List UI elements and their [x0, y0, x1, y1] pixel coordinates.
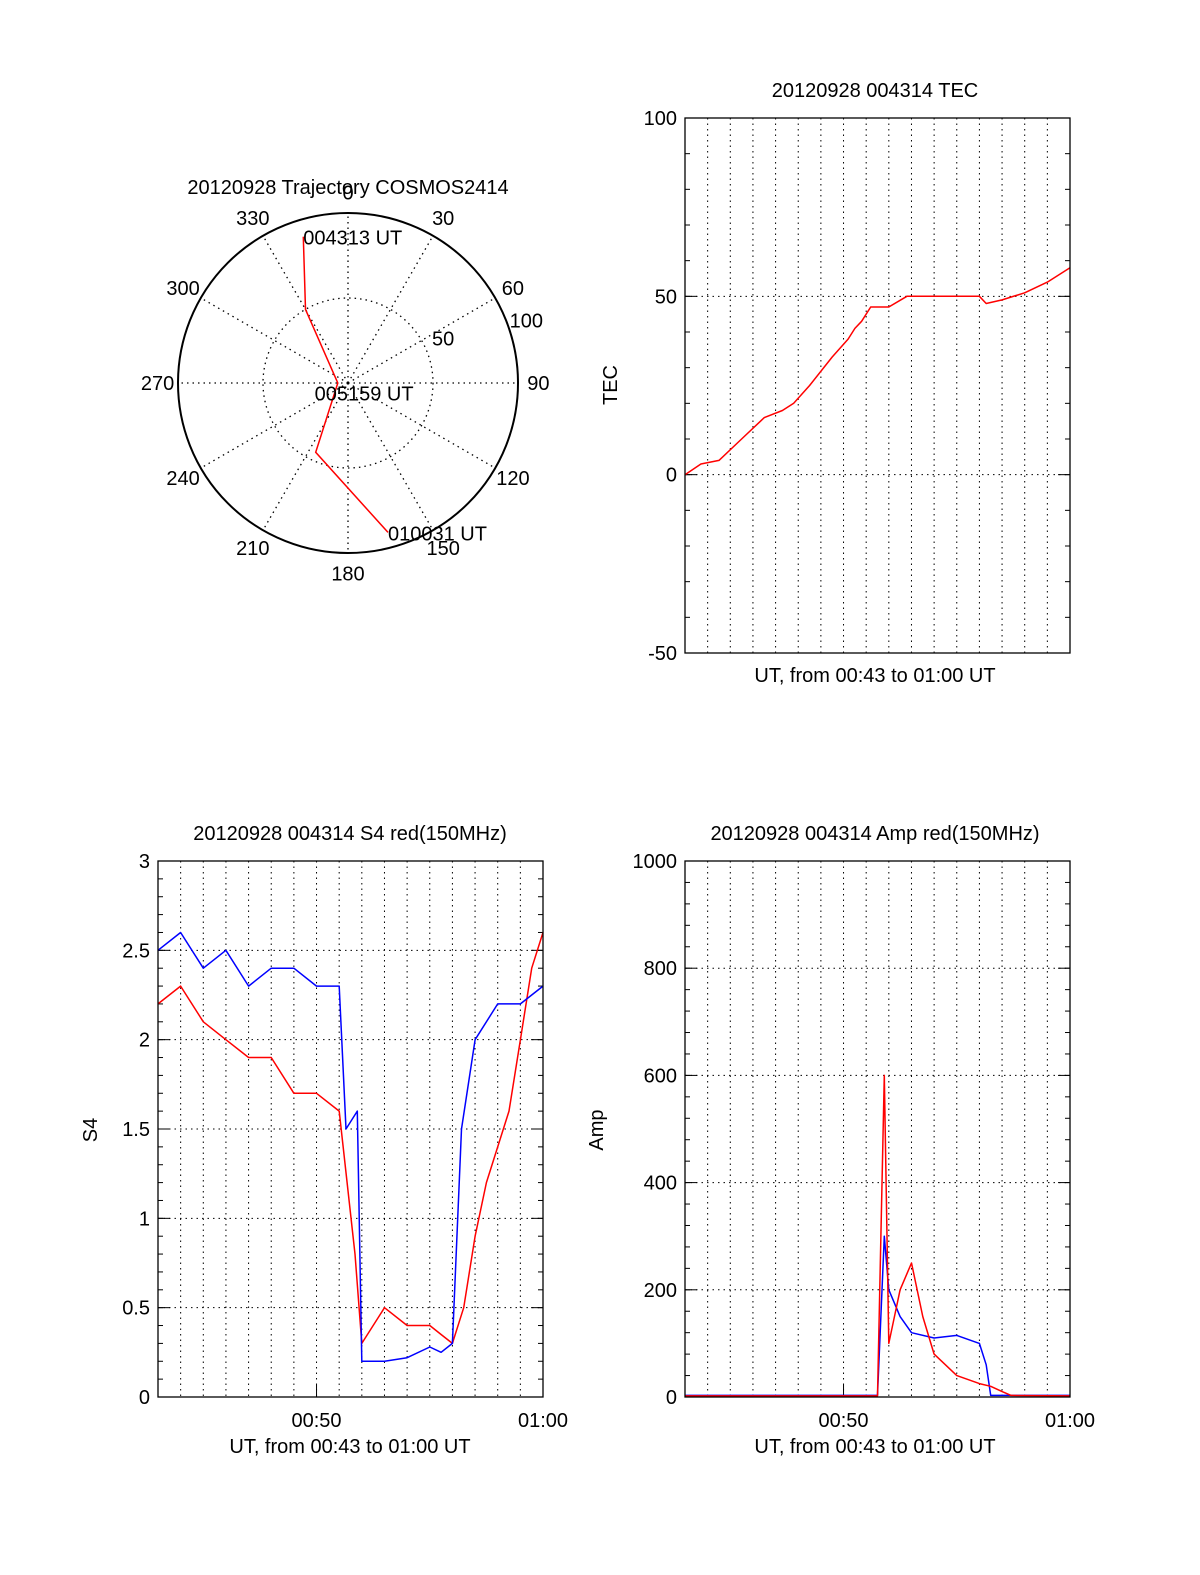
- tec-xlabel: UT, from 00:43 to 01:00 UT: [754, 665, 995, 687]
- y-tick-label: 400: [644, 1173, 677, 1195]
- polar-azimuth-label: 240: [166, 468, 199, 490]
- s4-xlabel: UT, from 00:43 to 01:00 UT: [229, 1436, 470, 1458]
- s4-title: 20120928 004314 S4 red(150MHz): [193, 823, 507, 845]
- y-tick-label: 0: [666, 1387, 677, 1409]
- x-tick-label: 00:50: [291, 1410, 341, 1432]
- trajectory-time-label: 010031 UT: [388, 523, 487, 545]
- polar-azimuth-label: 330: [236, 208, 269, 230]
- tec-panel: 20120928 004314 TEC -50 0 50 100 UT, from 0…: [600, 80, 1071, 687]
- y-tick-label: 0.5: [122, 1298, 150, 1320]
- amp-xlabel: UT, from 00:43 to 01:00 UT: [754, 1436, 995, 1458]
- polar-spoke: [200, 382, 349, 469]
- y-tick-label: 2: [139, 1030, 150, 1052]
- plot-frame: [684, 860, 1071, 1398]
- polar-spoke: [347, 235, 434, 384]
- polar-title: 20120928 Trajectory COSMOS2414: [187, 177, 508, 199]
- polar-azimuth-label: 0: [342, 183, 353, 205]
- polar-azimuth-label: 210: [236, 538, 269, 560]
- polar-spoke: [262, 382, 349, 531]
- trajectory-line: [302, 236, 389, 533]
- series-line: [685, 1074, 1071, 1397]
- polar-outer-ring: [177, 212, 519, 554]
- series-line: [685, 1235, 1070, 1397]
- series-line: [157, 931, 544, 1363]
- polar-azimuth-label: 90: [527, 373, 549, 395]
- polar-spoke: [347, 382, 434, 531]
- amp-title: 20120928 004314 Amp red(150MHz): [710, 823, 1039, 845]
- y-tick-label: 600: [644, 1065, 677, 1087]
- y-tick-label: 3: [139, 851, 150, 873]
- polar-azimuth-label: 30: [432, 208, 454, 230]
- polar-azimuth-label: 150: [427, 538, 460, 560]
- polar-spoke: [200, 297, 349, 384]
- y-tick-label: 0: [666, 465, 677, 487]
- y-tick-label: 800: [644, 958, 677, 980]
- y-tick-label: 1000: [633, 851, 678, 873]
- polar-ring: [262, 297, 434, 469]
- polar-radial-label: 50: [432, 328, 454, 350]
- tec-ylabel: TEC: [600, 365, 622, 405]
- x-tick-label: 01:00: [1045, 1410, 1095, 1432]
- plot-frame: [157, 860, 544, 1398]
- y-tick-label: 100: [644, 108, 677, 130]
- trajectory-polar-panel: 20120928 Trajectory COSMOS2414 0 30 60 90 12…: [141, 177, 550, 585]
- trajectory-time-label: 005159 UT: [315, 384, 414, 406]
- y-tick-label: 1.5: [122, 1119, 150, 1141]
- polar-azimuth-label: 270: [141, 373, 174, 395]
- tec-title: 20120928 004314 TEC: [772, 80, 978, 102]
- polar-radial-label: 100: [510, 311, 543, 333]
- series-line: [684, 267, 1071, 476]
- polar-azimuth-label: 300: [166, 278, 199, 300]
- y-tick-label: 50: [655, 286, 677, 308]
- amp-ylabel: Amp: [586, 1109, 608, 1150]
- polar-azimuth-label: 120: [496, 468, 529, 490]
- s4-panel: 20120928 004314 S4 red(150MHz) 0 0.5 1 1.5 2…: [80, 823, 568, 1458]
- x-tick-label: 01:00: [518, 1410, 568, 1432]
- polar-spoke: [347, 382, 496, 469]
- polar-spoke: [262, 235, 349, 384]
- polar-azimuth-label: 60: [502, 278, 524, 300]
- plot-frame: [684, 117, 1071, 654]
- series-line: [157, 932, 544, 1345]
- y-tick-label: 1: [139, 1208, 150, 1230]
- trajectory-time-label: 004313 UT: [303, 228, 402, 250]
- y-tick-label: 200: [644, 1280, 677, 1302]
- x-tick-label: 00:50: [818, 1410, 868, 1432]
- y-tick-label: 0: [139, 1387, 150, 1409]
- polar-azimuth-label: 180: [331, 563, 364, 585]
- y-tick-label: 2.5: [122, 940, 150, 962]
- polar-spoke: [347, 297, 496, 384]
- amp-panel: 20120928 004314 Amp red(150MHz) 0 200 400 6…: [586, 823, 1095, 1458]
- s4-ylabel: S4: [80, 1118, 102, 1142]
- y-tick-label: -50: [648, 643, 677, 665]
